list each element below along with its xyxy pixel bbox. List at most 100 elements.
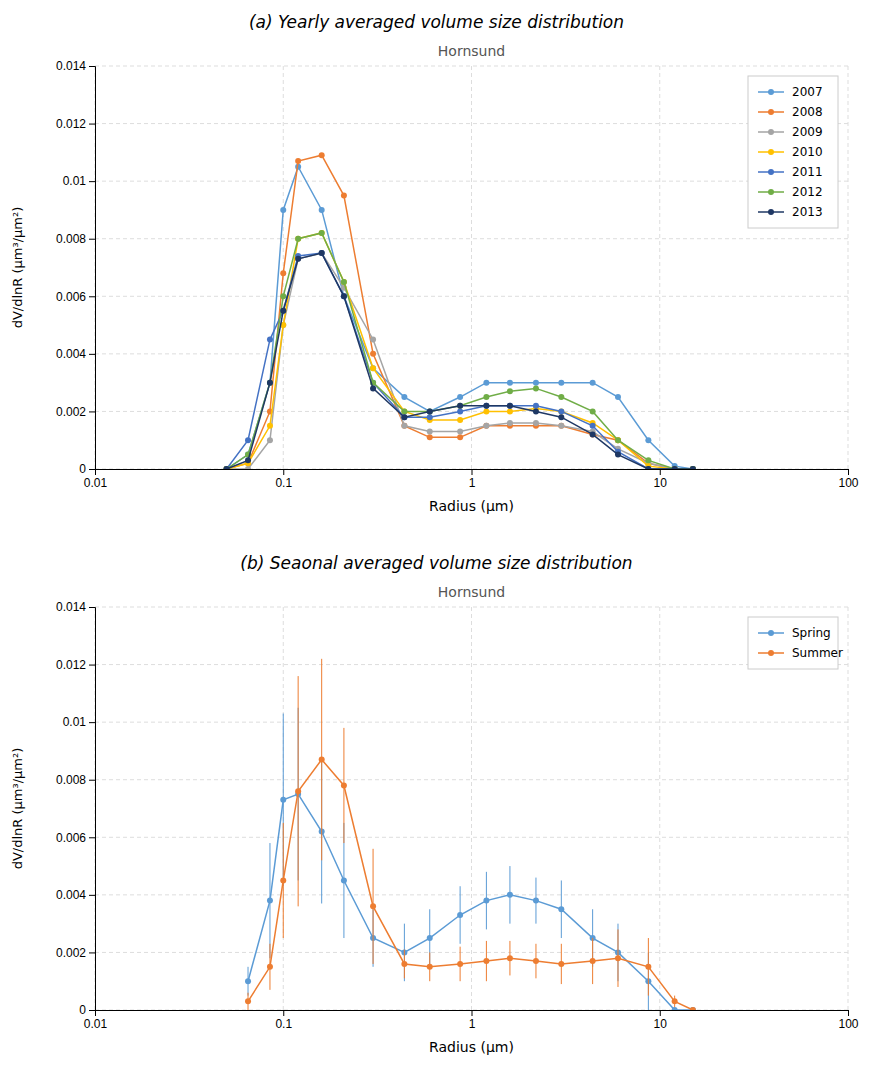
tick-label: 0.002 bbox=[56, 405, 86, 419]
point bbox=[427, 964, 433, 970]
point bbox=[401, 408, 407, 414]
point bbox=[341, 279, 347, 285]
point bbox=[483, 408, 489, 414]
point bbox=[615, 437, 621, 443]
grid-line-x bbox=[471, 607, 472, 1010]
point bbox=[370, 336, 376, 342]
tick-label: 0.014 bbox=[56, 600, 86, 614]
tick-mark bbox=[472, 469, 473, 475]
tick-mark bbox=[89, 837, 95, 838]
point bbox=[267, 380, 273, 386]
line bbox=[227, 253, 693, 469]
point bbox=[319, 230, 325, 236]
point bbox=[457, 403, 463, 409]
series bbox=[224, 164, 696, 469]
tick: 0.012 bbox=[56, 117, 95, 131]
series bbox=[224, 250, 696, 469]
tick-label: 100 bbox=[838, 476, 858, 490]
y-axis: 00.0020.0040.0060.0080.010.0120.014 bbox=[56, 59, 96, 476]
legend-item: Spring bbox=[758, 626, 831, 640]
point bbox=[427, 414, 433, 420]
legend-marker bbox=[768, 149, 774, 155]
tick: 0.01 bbox=[84, 469, 108, 490]
tick: 0.1 bbox=[275, 1010, 292, 1031]
point bbox=[295, 158, 301, 164]
point bbox=[401, 423, 407, 429]
point bbox=[341, 279, 347, 285]
legend-item: 2012 bbox=[758, 185, 823, 199]
point bbox=[267, 964, 273, 970]
grid-line-y bbox=[95, 779, 848, 780]
tick-label: 0.01 bbox=[63, 174, 87, 188]
x-axis-title: Radius (μm) bbox=[429, 1039, 514, 1055]
tick-label: 0.008 bbox=[56, 232, 86, 246]
tick-mark bbox=[89, 895, 95, 896]
point bbox=[672, 466, 678, 469]
grid bbox=[95, 607, 848, 1010]
tick-mark bbox=[89, 181, 95, 182]
y-axis: 00.0020.0040.0060.0080.010.0120.014 bbox=[56, 600, 96, 1017]
point bbox=[690, 466, 696, 469]
point bbox=[690, 466, 696, 469]
legend-label: 2011 bbox=[792, 165, 823, 179]
point bbox=[507, 408, 513, 414]
tick-label: 1 bbox=[469, 476, 476, 490]
tick: 0.008 bbox=[56, 232, 95, 246]
point bbox=[533, 408, 539, 414]
point bbox=[533, 403, 539, 409]
tick-mark bbox=[89, 722, 95, 723]
tick-label: 100 bbox=[838, 1017, 858, 1031]
tick: 1 bbox=[469, 1010, 476, 1031]
grid bbox=[95, 66, 848, 469]
point bbox=[507, 403, 513, 409]
point bbox=[457, 434, 463, 440]
legend-item: 2007 bbox=[758, 85, 823, 99]
tick: 0.014 bbox=[56, 59, 95, 73]
point bbox=[558, 961, 564, 967]
point bbox=[507, 892, 513, 898]
tick: 0.004 bbox=[56, 888, 95, 902]
tick-mark bbox=[89, 780, 95, 781]
point bbox=[370, 385, 376, 391]
tick-mark bbox=[89, 411, 95, 412]
tick-label: 10 bbox=[654, 1017, 668, 1031]
legend-marker bbox=[768, 630, 774, 636]
point bbox=[280, 293, 286, 299]
point bbox=[645, 964, 651, 970]
panel: 0.010.111010000.0020.0040.0060.0080.010.… bbox=[56, 600, 859, 1030]
series bbox=[224, 250, 696, 469]
point bbox=[615, 452, 621, 458]
tick-label: 0.014 bbox=[56, 59, 86, 73]
point bbox=[319, 230, 325, 236]
line bbox=[227, 253, 693, 469]
point bbox=[267, 437, 273, 443]
point bbox=[319, 250, 325, 256]
legend-label: Spring bbox=[792, 626, 831, 640]
tick: 0.006 bbox=[56, 831, 95, 845]
tick-mark bbox=[660, 1010, 661, 1016]
point bbox=[690, 1007, 696, 1010]
point bbox=[483, 898, 489, 904]
point bbox=[280, 270, 286, 276]
tick-mark bbox=[89, 1010, 95, 1011]
legend-label: 2013 bbox=[792, 205, 823, 219]
point bbox=[645, 457, 651, 463]
series bbox=[245, 659, 696, 1010]
tick-mark bbox=[89, 607, 95, 608]
tick: 100 bbox=[838, 1010, 858, 1031]
point bbox=[672, 998, 678, 1004]
point bbox=[483, 394, 489, 400]
point bbox=[483, 403, 489, 409]
legend-box bbox=[748, 617, 838, 669]
point bbox=[457, 912, 463, 918]
line bbox=[227, 233, 693, 469]
point bbox=[690, 466, 696, 469]
legend-marker bbox=[768, 189, 774, 195]
point bbox=[427, 434, 433, 440]
tick-mark bbox=[848, 1010, 849, 1016]
tick-label: 0 bbox=[79, 462, 86, 476]
point bbox=[590, 958, 596, 964]
point bbox=[457, 961, 463, 967]
legend-marker bbox=[768, 169, 774, 175]
tick: 0 bbox=[79, 1003, 95, 1017]
